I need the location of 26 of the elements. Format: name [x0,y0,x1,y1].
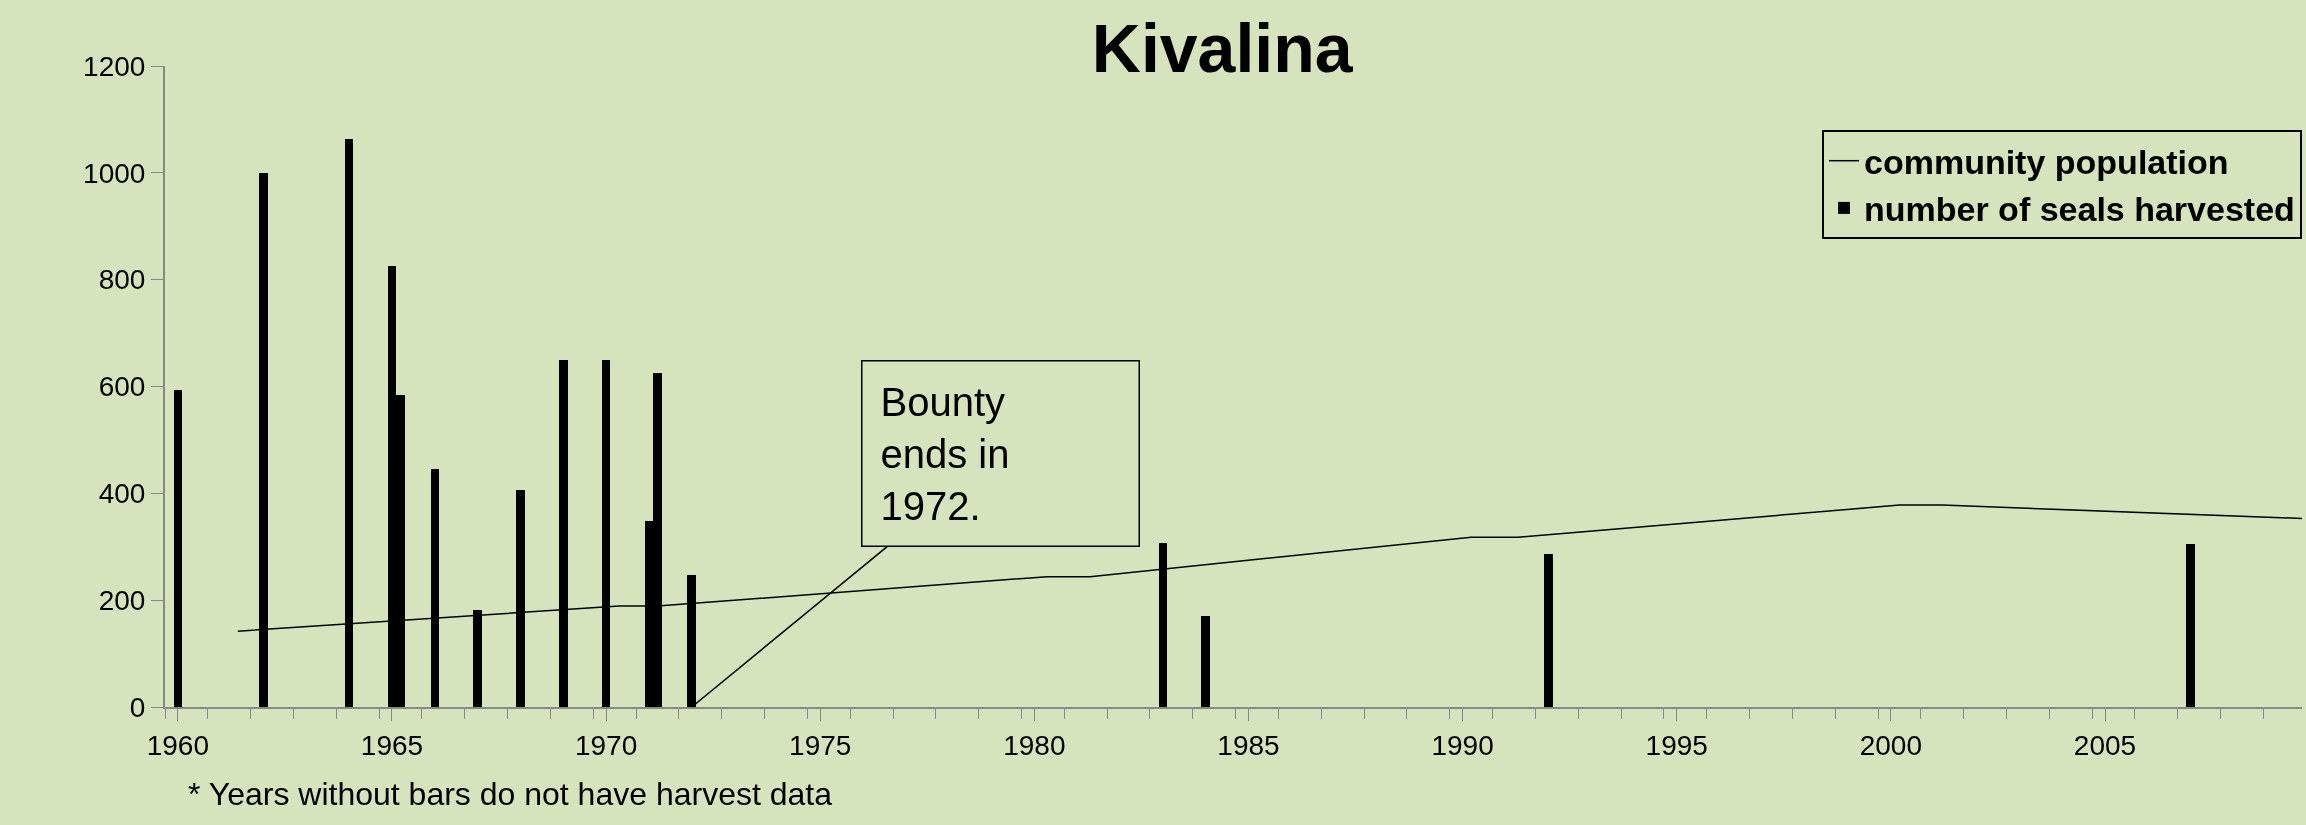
x-tick-label: 1980 [1003,729,1066,761]
y-tick-label: 800 [98,264,146,296]
y-tick-label: 0 [129,691,146,723]
legend-label: number of seals harvested [1864,190,2295,229]
x-tick-label: 1985 [1217,729,1280,761]
x-tick-label: 1970 [574,729,638,761]
x-tick-label: 1990 [1431,729,1494,761]
x-tick-label: 2000 [1859,729,1923,761]
x-tick-label: 1965 [360,729,424,761]
bar [1544,554,1553,707]
y-tick-label: 200 [98,584,146,616]
legend-label: community population [1864,142,2229,181]
bar [174,390,182,707]
bar [2186,544,2195,707]
x-tick-label: 1975 [789,729,852,761]
text: * Years without bars do not have harvest data [188,776,833,812]
x-tick-label: 1960 [146,729,209,761]
chart-title: Kivalina [1091,10,1354,87]
x-tick-label: 1995 [1645,729,1708,761]
y-tick-label: 600 [98,371,146,403]
y-tick-label: 1200 [83,50,146,82]
y-tick-label: 1000 [83,157,146,189]
y-tick-label: 400 [98,478,146,510]
bar [1201,616,1210,707]
annotation: Bounty ends in 1972. [880,379,1010,528]
x-tick-label: 2005 [2073,729,2137,761]
